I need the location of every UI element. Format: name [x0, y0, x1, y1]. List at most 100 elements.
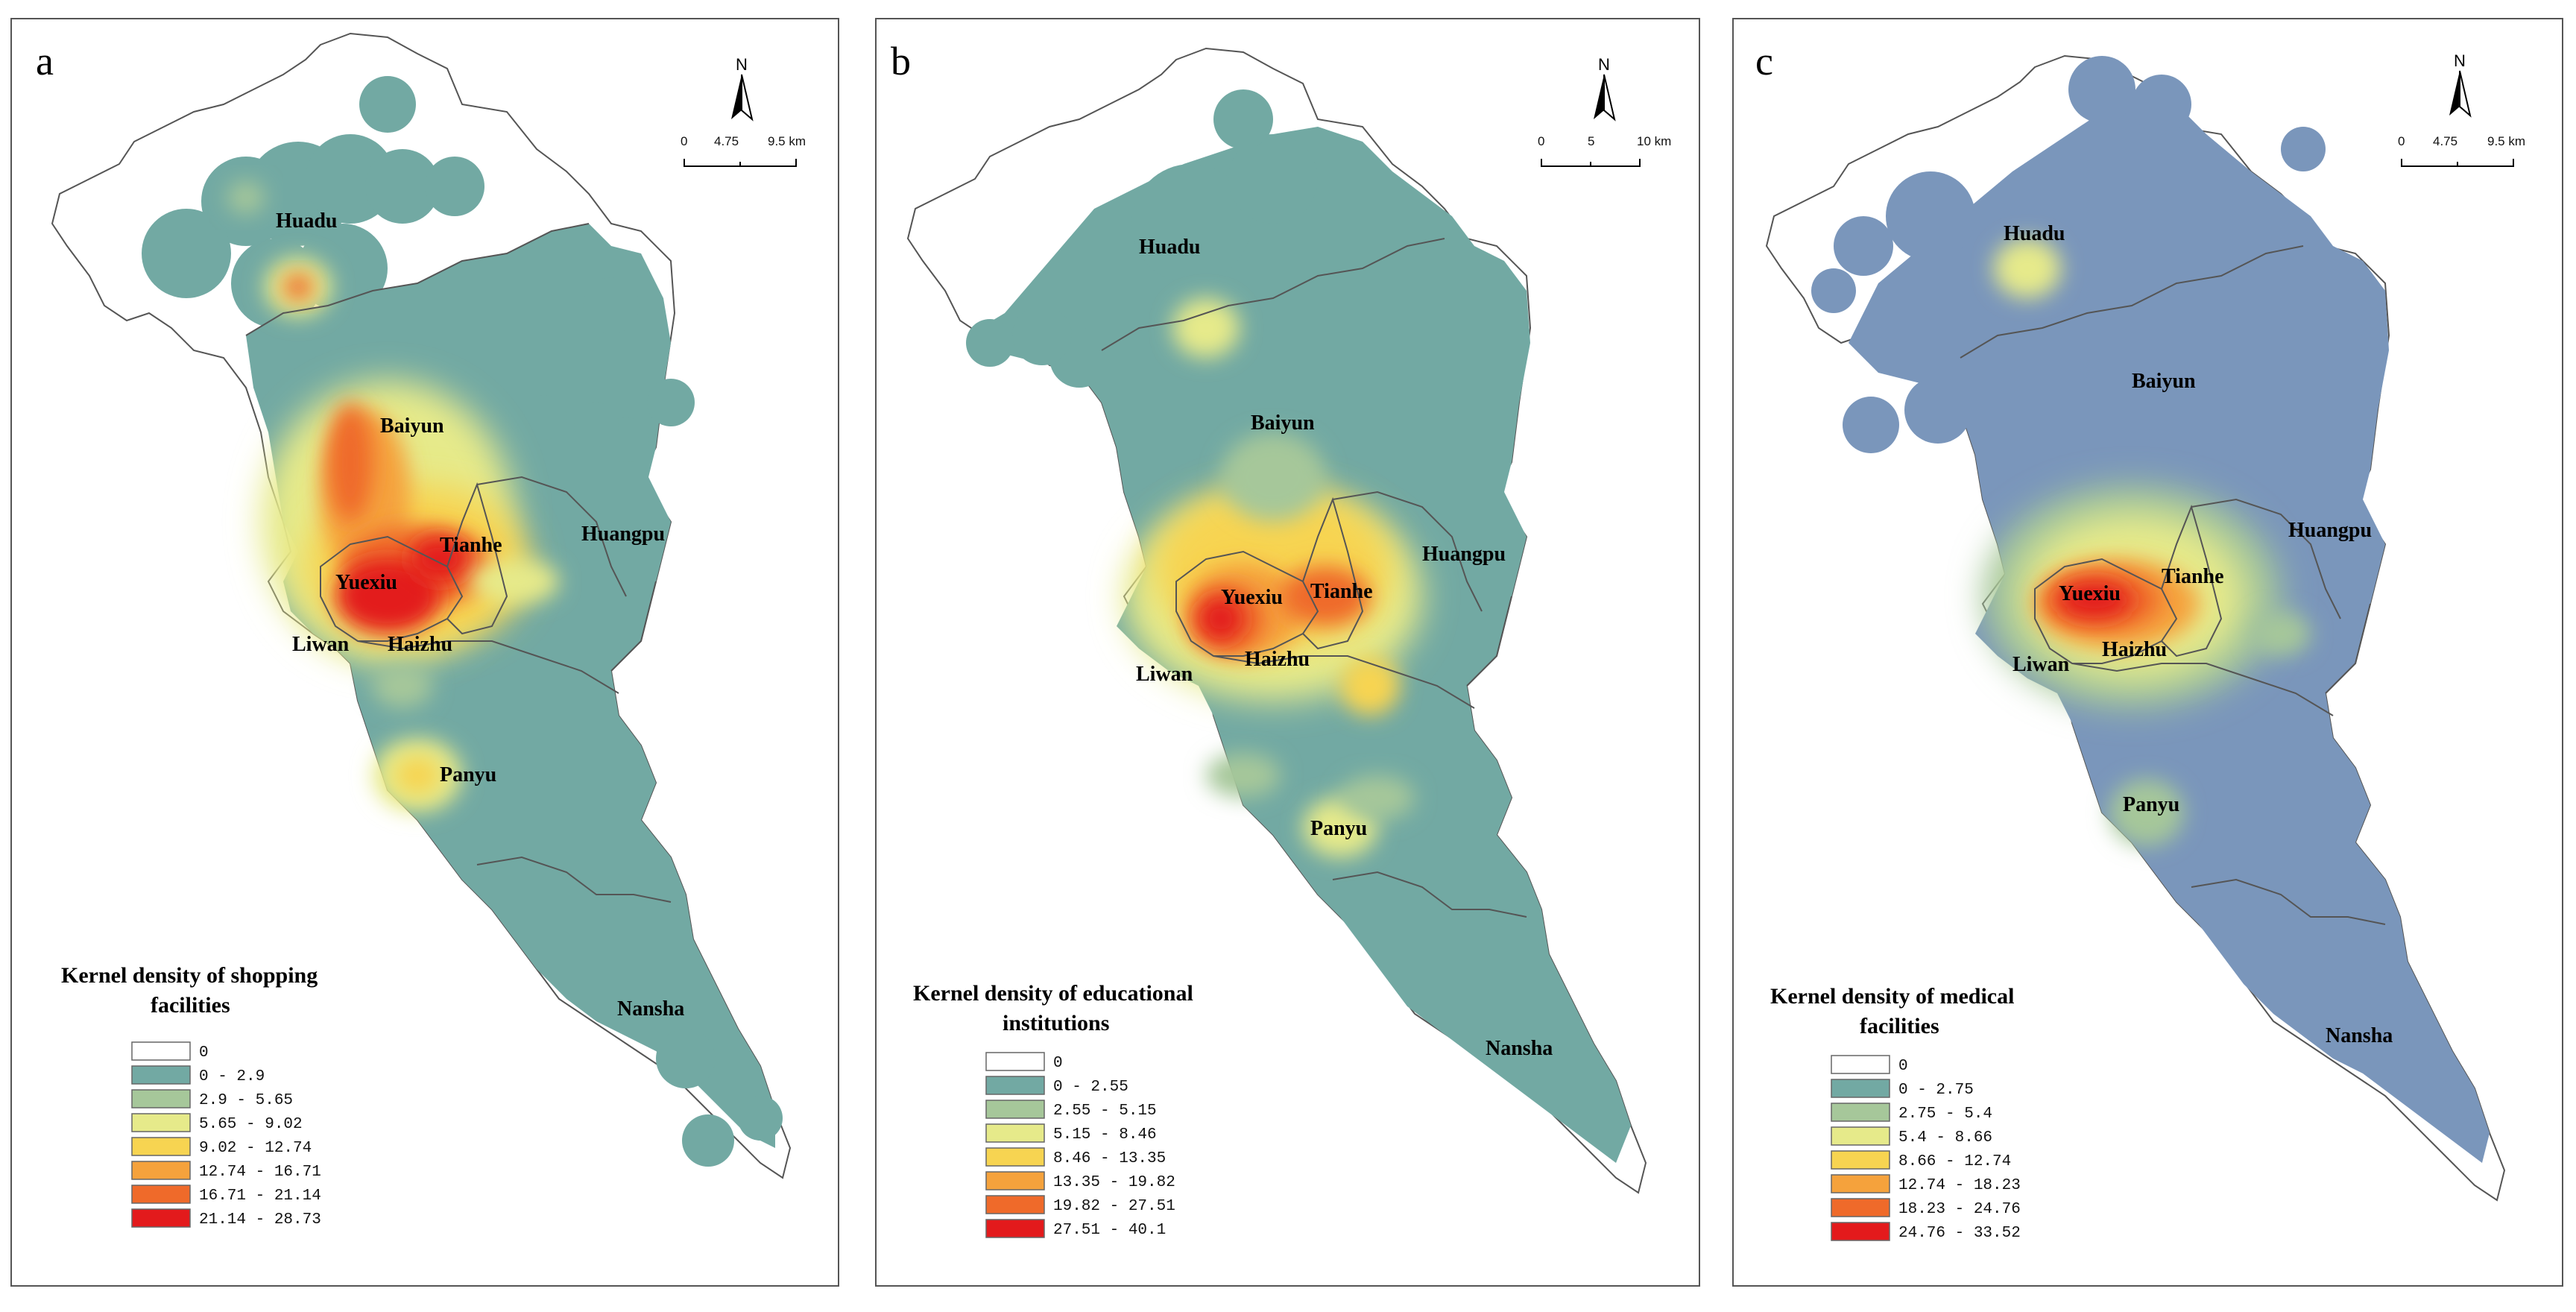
panel-a-map: Huadu Baiyun Tianhe Huangpu Yuexiu Liwan…	[51, 33, 791, 1179]
legend-swatch	[985, 1123, 1045, 1143]
panel-c-district-baiyun: Baiyun	[2132, 370, 2196, 393]
panel-a-density-hotspots	[227, 181, 559, 813]
legend-swatch	[131, 1041, 191, 1061]
panel-b-north-arrow: N	[1594, 55, 1616, 122]
legend-swatch	[1831, 1150, 1890, 1170]
legend-swatch	[131, 1113, 191, 1132]
panel-b-district-yuexiu: Yuexiu	[1221, 586, 1283, 609]
panel-a-district-haizhu: Haizhu	[388, 633, 452, 656]
legend-swatch	[1831, 1079, 1890, 1098]
legend-swatch	[131, 1161, 191, 1180]
legend-swatch	[131, 1065, 191, 1085]
panel-c-legend: Kernel density of medical facilities 0 0 …	[1770, 984, 2021, 1242]
legend-label: 2.9 - 5.65	[199, 1092, 293, 1109]
legend-label: 0	[1053, 1055, 1063, 1072]
panel-c-district-huangpu: Huangpu	[2288, 519, 2372, 542]
panel-a-legend: Kernel density of shopping facilities 0 0…	[61, 963, 321, 1229]
panel-b-district-tianhe: Tianhe	[1310, 580, 1373, 603]
legend-swatch	[985, 1147, 1045, 1167]
svg-text:Kernel density of medical: Kernel density of medical	[1770, 984, 2014, 1009]
legend-label: 24.76 - 33.52	[1898, 1225, 2021, 1242]
svg-text:facilities: facilities	[151, 993, 230, 1018]
legend-swatch	[1831, 1222, 1890, 1241]
legend-swatch	[1831, 1174, 1890, 1193]
svg-text:institutions: institutions	[1003, 1011, 1109, 1035]
legend-label: 0 - 2.9	[199, 1068, 265, 1085]
legend-label: 0	[199, 1044, 209, 1062]
svg-text:0: 0	[1538, 134, 1544, 148]
svg-text:0: 0	[681, 134, 687, 148]
legend-label: 8.46 - 13.35	[1053, 1150, 1166, 1167]
legend-label: 2.55 - 5.15	[1053, 1103, 1157, 1120]
panel-b-district-huangpu: Huangpu	[1422, 543, 1506, 566]
panel-b-district-baiyun: Baiyun	[1251, 411, 1315, 435]
panel-c-district-nansha: Nansha	[2326, 1024, 2393, 1047]
panel-c-district-yuexiu: Yuexiu	[2059, 582, 2121, 605]
legend-swatch	[131, 1137, 191, 1156]
legend-label: 21.14 - 28.73	[199, 1211, 321, 1229]
panel-b-label: b	[891, 39, 911, 83]
legend-swatch	[1831, 1055, 1890, 1074]
svg-text:N: N	[736, 55, 748, 74]
panel-b: b	[875, 18, 1700, 1287]
panel-a-district-huadu: Huadu	[276, 209, 338, 233]
legend-label: 19.82 - 27.51	[1053, 1198, 1175, 1215]
panel-c-map: Huadu Baiyun Tianhe Huangpu Yuexiu Liwan…	[1766, 55, 2505, 1201]
panel-a-district-huangpu: Huangpu	[581, 523, 665, 546]
panel-b-district-panyu: Panyu	[1310, 817, 1367, 840]
svg-text:0: 0	[2398, 134, 2405, 148]
legend-label: 0 - 2.55	[1053, 1079, 1128, 1096]
panel-c-district-huadu: Huadu	[2004, 222, 2065, 245]
legend-label: 0	[1898, 1058, 1908, 1075]
panel-c-density-hotspots	[1983, 239, 2311, 846]
panel-c-district-liwan: Liwan	[2012, 653, 2070, 676]
svg-text:4.75: 4.75	[2433, 134, 2457, 148]
panel-c-district-haizhu: Haizhu	[2102, 638, 2167, 661]
legend-label: 27.51 - 40.1	[1053, 1222, 1166, 1239]
panel-a-north-arrow: N	[731, 55, 754, 122]
panel-c-north-arrow: N	[2449, 51, 2472, 118]
legend-label: 5.15 - 8.46	[1053, 1126, 1157, 1144]
svg-text:5: 5	[1588, 134, 1594, 148]
panel-a-label: a	[36, 39, 54, 83]
legend-label: 8.66 - 12.74	[1898, 1153, 2011, 1170]
legend-swatch	[131, 1208, 191, 1228]
legend-label: 12.74 - 18.23	[1898, 1177, 2021, 1194]
svg-text:Kernel density of shopping: Kernel density of shopping	[61, 963, 318, 988]
panel-b-district-huadu: Huadu	[1139, 236, 1201, 259]
panel-b-map: Huadu Baiyun Tianhe Huangpu Yuexiu Liwan…	[907, 48, 1647, 1193]
legend-label: 12.74 - 16.71	[199, 1164, 321, 1181]
panel-c: c	[1732, 18, 2563, 1287]
legend-label: 5.4 - 8.66	[1898, 1129, 1992, 1147]
panel-a: a	[10, 18, 839, 1287]
svg-text:9.5 km: 9.5 km	[2487, 134, 2525, 148]
legend-label: 13.35 - 19.82	[1053, 1174, 1175, 1191]
panel-b-scale-bar: 0 5 10 km	[1538, 134, 1671, 167]
legend-swatch	[985, 1052, 1045, 1071]
legend-label: 18.23 - 24.76	[1898, 1201, 2021, 1218]
legend-swatch	[985, 1076, 1045, 1095]
legend-label: 0 - 2.75	[1898, 1082, 1974, 1099]
legend-swatch	[985, 1195, 1045, 1214]
panel-b-district-nansha: Nansha	[1486, 1037, 1553, 1060]
panel-c-district-panyu: Panyu	[2123, 793, 2179, 816]
panel-c-label: c	[1755, 39, 1773, 83]
svg-text:N: N	[2454, 51, 2466, 70]
legend-swatch	[131, 1185, 191, 1204]
svg-text:facilities: facilities	[1860, 1014, 1939, 1038]
panel-a-district-baiyun: Baiyun	[380, 414, 444, 438]
legend-swatch	[1831, 1126, 1890, 1146]
legend-label: 5.65 - 9.02	[199, 1116, 303, 1133]
panel-b-district-liwan: Liwan	[1136, 663, 1193, 686]
legend-swatch	[1831, 1198, 1890, 1217]
legend-swatch	[985, 1171, 1045, 1190]
svg-text:10 km: 10 km	[1637, 134, 1671, 148]
legend-swatch	[1831, 1103, 1890, 1122]
legend-swatch	[131, 1089, 191, 1108]
panel-c-scale-bar: 0 4.75 9.5 km	[2398, 134, 2525, 167]
svg-text:9.5 km: 9.5 km	[768, 134, 806, 148]
panel-a-district-liwan: Liwan	[292, 633, 350, 656]
panel-a-district-panyu: Panyu	[440, 763, 496, 786]
panel-a-district-nansha: Nansha	[617, 997, 684, 1021]
